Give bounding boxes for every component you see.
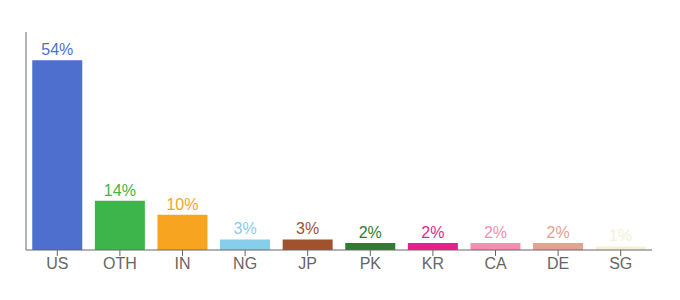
svg-text:3%: 3%: [233, 220, 256, 237]
svg-text:PK: PK: [360, 255, 382, 272]
svg-text:2%: 2%: [421, 224, 444, 241]
svg-text:JP: JP: [298, 255, 317, 272]
svg-text:54%: 54%: [41, 41, 73, 58]
svg-text:3%: 3%: [296, 220, 319, 237]
svg-text:10%: 10%: [166, 196, 198, 213]
svg-text:14%: 14%: [104, 182, 136, 199]
svg-text:DE: DE: [547, 255, 569, 272]
svg-text:CA: CA: [484, 255, 507, 272]
svg-text:SG: SG: [609, 255, 632, 272]
svg-text:2%: 2%: [484, 224, 507, 241]
svg-text:US: US: [46, 255, 68, 272]
svg-text:1%: 1%: [609, 227, 632, 244]
svg-text:NG: NG: [233, 255, 257, 272]
svg-text:IN: IN: [175, 255, 191, 272]
svg-text:KR: KR: [422, 255, 444, 272]
svg-text:2%: 2%: [546, 224, 569, 241]
svg-text:OTH: OTH: [103, 255, 137, 272]
svg-text:2%: 2%: [359, 224, 382, 241]
